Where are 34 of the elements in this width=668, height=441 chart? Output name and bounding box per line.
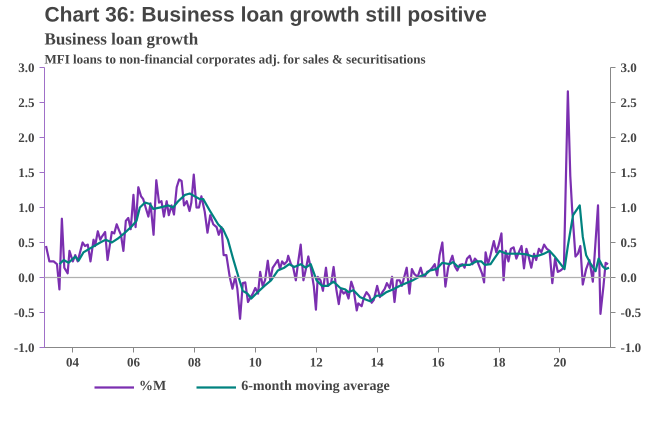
y-tick-label: 1.5 (18, 165, 35, 180)
x-tick-label: 04 (66, 354, 80, 370)
text: MFI loans to non-financial corporates adj. for sales & securitisations (44, 52, 426, 66)
y2-tick-label: 0.5 (620, 235, 638, 250)
x-tick-label: 14 (370, 354, 384, 370)
x-tick-label: 12 (310, 354, 323, 370)
y-tick-label: 1.0 (18, 200, 34, 215)
y2-tick-label: -1.0 (620, 340, 642, 355)
y-tick-label: 0.0 (18, 270, 34, 285)
y2-tick-label: 0.0 (620, 270, 637, 285)
y-tick-label: 2.0 (18, 130, 34, 145)
chart-title: Chart 36: Business loan growth still positive (44, 4, 487, 26)
x-tick-label: 06 (126, 354, 140, 370)
x-tick-label: 08 (188, 354, 202, 370)
y-tick-label: 2.5 (18, 95, 35, 110)
y2-tick-label: 2.0 (620, 130, 637, 145)
legend-label: %M (139, 379, 166, 395)
line-series (44, 90, 610, 320)
y-tick-label: -0.5 (14, 305, 35, 320)
x-tick-label: 16 (432, 354, 446, 370)
legend-label: 6-month moving average (241, 379, 390, 395)
y-tick-label: 0.5 (18, 235, 35, 250)
y2-tick-label: 2.5 (620, 95, 638, 110)
y2-tick-label: 1.0 (620, 200, 637, 215)
y-tick-label: 3.0 (18, 60, 34, 75)
y2-tick-label: 3.0 (620, 60, 637, 75)
x-tick-label: 20 (553, 354, 566, 370)
chart-subtitle: Business loan growth (44, 30, 199, 48)
y2-tick-label: 1.5 (620, 165, 638, 180)
x-tick-label: 10 (248, 354, 262, 370)
line-series (58, 192, 610, 302)
x-tick-label: 18 (492, 354, 506, 370)
y2-tick-label: -0.5 (620, 305, 642, 320)
y-tick-label: -1.0 (14, 340, 35, 355)
